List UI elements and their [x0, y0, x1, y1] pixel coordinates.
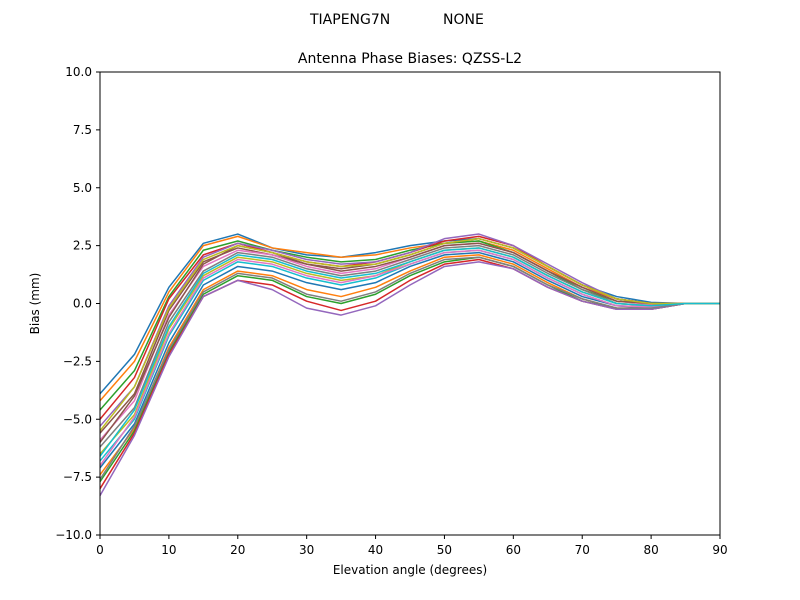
x-tick-label: 10	[161, 543, 176, 557]
y-tick-label: −7.5	[63, 470, 92, 484]
y-tick-label: 5.0	[73, 181, 92, 195]
y-axis-label: Bias (mm)	[28, 273, 42, 335]
series-line	[99, 249, 720, 466]
x-tick-label: 0	[96, 543, 104, 557]
series-line	[99, 237, 720, 432]
series-line	[99, 261, 720, 497]
y-tick-label: −10.0	[55, 528, 92, 542]
x-tick-label: 30	[299, 543, 314, 557]
y-tick-label: 10.0	[65, 65, 92, 79]
suptitle-right: NONE	[443, 12, 484, 28]
x-tick-label: 20	[230, 543, 245, 557]
y-tick-label: −2.5	[63, 354, 92, 368]
x-tick-label: 80	[643, 543, 658, 557]
y-axis: −10.0 −7.5 −5.0 −2.5 0.0 2.5 5.0 7.5 10.0	[55, 65, 100, 542]
x-tick-label: 40	[368, 543, 383, 557]
suptitle-left: TIAPENG7N	[309, 12, 390, 28]
series-layer	[99, 233, 720, 497]
x-tick-label: 90	[712, 543, 727, 557]
chart-title: Antenna Phase Biases: QZSS-L2	[298, 51, 522, 67]
series-line	[99, 256, 720, 480]
y-tick-label: 2.5	[73, 239, 92, 253]
y-tick-label: 0.0	[73, 297, 92, 311]
y-tick-label: −5.0	[63, 412, 92, 426]
x-tick-label: 60	[506, 543, 521, 557]
x-tick-label: 70	[575, 543, 590, 557]
x-axis: 0 10 20 30 40 50 60 70 80 90	[96, 535, 728, 557]
series-line	[99, 233, 720, 395]
series-line	[99, 247, 720, 457]
x-axis-label: Elevation angle (degrees)	[333, 563, 487, 577]
series-line	[99, 242, 720, 443]
y-tick-label: 7.5	[73, 123, 92, 137]
x-tick-label: 50	[437, 543, 452, 557]
